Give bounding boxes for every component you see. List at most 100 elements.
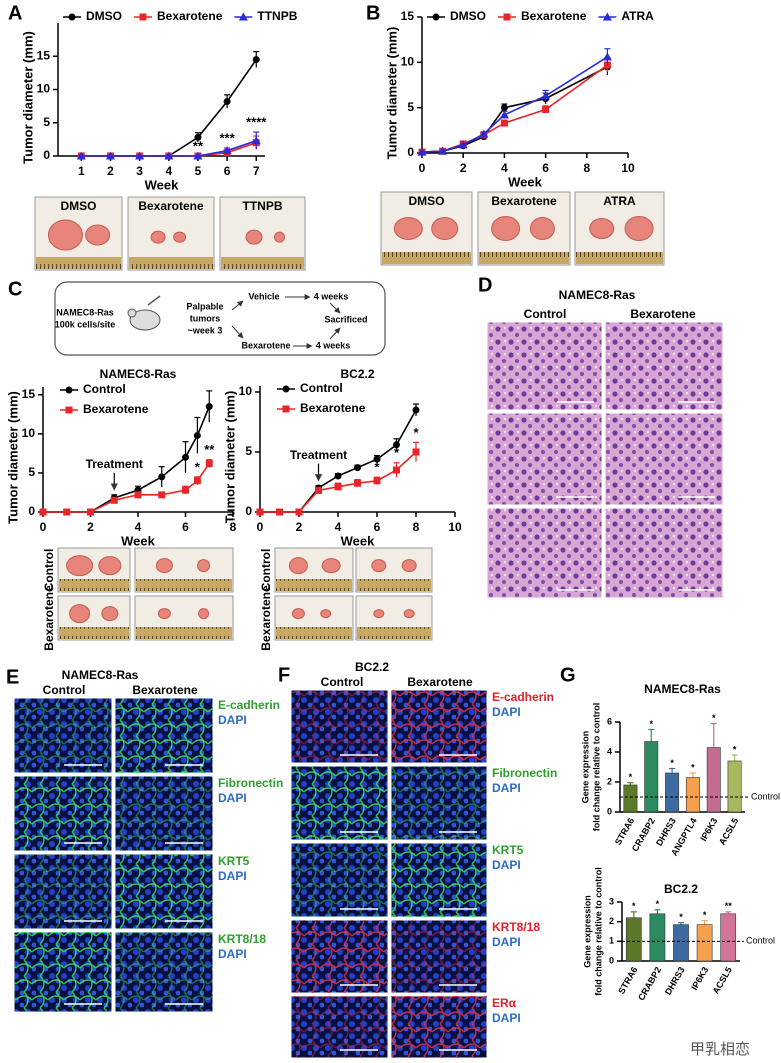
data-point bbox=[182, 486, 189, 494]
legend-label: TTNPB bbox=[257, 9, 297, 23]
data-point bbox=[602, 52, 612, 61]
channel-label: DAPI bbox=[492, 935, 521, 949]
reference-label: Control bbox=[751, 791, 780, 801]
y-tick-label: 0 bbox=[28, 504, 35, 518]
data-point bbox=[63, 508, 71, 516]
y-tick-label: 5 bbox=[245, 444, 252, 458]
data-point bbox=[354, 464, 361, 472]
tumor bbox=[401, 559, 417, 573]
tumor bbox=[98, 556, 122, 576]
significance-label: *** bbox=[220, 130, 236, 145]
bar bbox=[673, 924, 689, 962]
tumor bbox=[320, 609, 332, 619]
data-point bbox=[412, 448, 420, 456]
data-point bbox=[373, 455, 381, 463]
tumor bbox=[403, 609, 415, 619]
bar bbox=[644, 741, 659, 813]
x-tick-label: 2 bbox=[460, 161, 467, 175]
column-label: Bexarotene bbox=[407, 675, 473, 689]
arrow bbox=[329, 302, 341, 314]
fluorescence-overlay bbox=[14, 698, 112, 773]
arrow bbox=[231, 325, 244, 339]
histology-image bbox=[604, 412, 724, 506]
legend-marker bbox=[282, 385, 290, 393]
data-point bbox=[164, 151, 174, 160]
bar bbox=[727, 760, 742, 813]
bar bbox=[625, 917, 642, 962]
row-label: Bexarotene bbox=[42, 585, 56, 651]
data-point bbox=[39, 508, 47, 516]
significance-label: * bbox=[670, 758, 674, 768]
tumor bbox=[245, 229, 263, 245]
legend-label: Bexarotene bbox=[300, 401, 366, 415]
panel-label: A bbox=[8, 2, 22, 24]
legend-marker bbox=[238, 12, 248, 21]
y-tick-label: 0 bbox=[609, 955, 614, 965]
x-axis-label: Week bbox=[121, 533, 155, 548]
fluorescence-overlay bbox=[115, 698, 213, 773]
ruler bbox=[59, 627, 129, 639]
series-line bbox=[421, 56, 608, 153]
data-point bbox=[76, 151, 86, 160]
column-label: Control bbox=[524, 307, 567, 321]
x-tick-label: 6 bbox=[224, 164, 231, 178]
mouse-icon bbox=[127, 308, 137, 318]
chart-title: NAMEC8-Ras bbox=[644, 682, 721, 696]
panel-label: B bbox=[366, 2, 380, 24]
y-tick-label: 2 bbox=[607, 776, 612, 786]
bar bbox=[623, 784, 638, 813]
x-tick-label: 2 bbox=[107, 164, 114, 178]
channel-label: DAPI bbox=[218, 791, 247, 805]
y-axis-label: Tumor diameter (mm) bbox=[20, 31, 35, 164]
y-tick-label: 2 bbox=[609, 916, 614, 926]
row-label: Bexarotene bbox=[259, 585, 273, 651]
x-tick-label: IP6K3 bbox=[689, 965, 710, 992]
x-tick-label: 2 bbox=[87, 520, 94, 534]
significance-label: * bbox=[712, 713, 716, 723]
channel-label: DAPI bbox=[218, 713, 247, 727]
schematic-text: 100k cells/site bbox=[55, 319, 116, 329]
legend-marker bbox=[68, 13, 76, 21]
schematic-text: NAMEC8-Ras bbox=[56, 307, 114, 317]
significance-label: * bbox=[195, 459, 201, 474]
schematic-text: Vehicle bbox=[248, 291, 279, 301]
ruler bbox=[479, 252, 569, 264]
panel-title: NAMEC8-Ras bbox=[62, 668, 139, 682]
significance-label: * bbox=[691, 762, 695, 772]
ruler bbox=[136, 579, 232, 591]
channel-label: Fibronectin bbox=[492, 766, 557, 780]
legend-label: DMSO bbox=[450, 9, 486, 23]
x-tick-label: 6 bbox=[374, 520, 381, 534]
channel-label: DAPI bbox=[492, 781, 521, 795]
x-tick-label: STRA6 bbox=[616, 965, 639, 996]
y-tick-label: 10 bbox=[239, 384, 253, 398]
channel-label: E-cadherin bbox=[218, 698, 280, 712]
tumor bbox=[291, 608, 305, 620]
tumor bbox=[198, 608, 210, 620]
data-point bbox=[354, 479, 361, 487]
data-point bbox=[393, 466, 400, 474]
ruler bbox=[357, 627, 431, 639]
significance-label: * bbox=[629, 772, 633, 782]
data-point bbox=[158, 491, 166, 499]
legend-label: Control bbox=[300, 381, 343, 395]
legend-marker bbox=[432, 13, 440, 21]
x-axis-label: Week bbox=[341, 533, 375, 548]
histology-image bbox=[486, 507, 603, 599]
channel-label: DAPI bbox=[218, 947, 247, 961]
legend-marker bbox=[139, 13, 147, 21]
y-tick-label: 0 bbox=[607, 806, 612, 816]
channel-label: Fibronectin bbox=[218, 776, 283, 790]
data-point bbox=[256, 508, 264, 516]
schematic-text: 4 weeks bbox=[314, 291, 349, 301]
legend-marker bbox=[65, 386, 73, 394]
significance-label: ** bbox=[204, 442, 215, 457]
fluorescence-overlay bbox=[391, 996, 487, 1058]
fluorescence-overlay bbox=[115, 932, 213, 1012]
x-tick-label: 7 bbox=[253, 164, 260, 178]
bar bbox=[706, 747, 721, 813]
significance-label: * bbox=[374, 460, 380, 475]
x-tick-label: CRABP2 bbox=[636, 965, 663, 1002]
fluorescence-overlay bbox=[291, 843, 388, 917]
panel-label: F bbox=[278, 664, 290, 686]
